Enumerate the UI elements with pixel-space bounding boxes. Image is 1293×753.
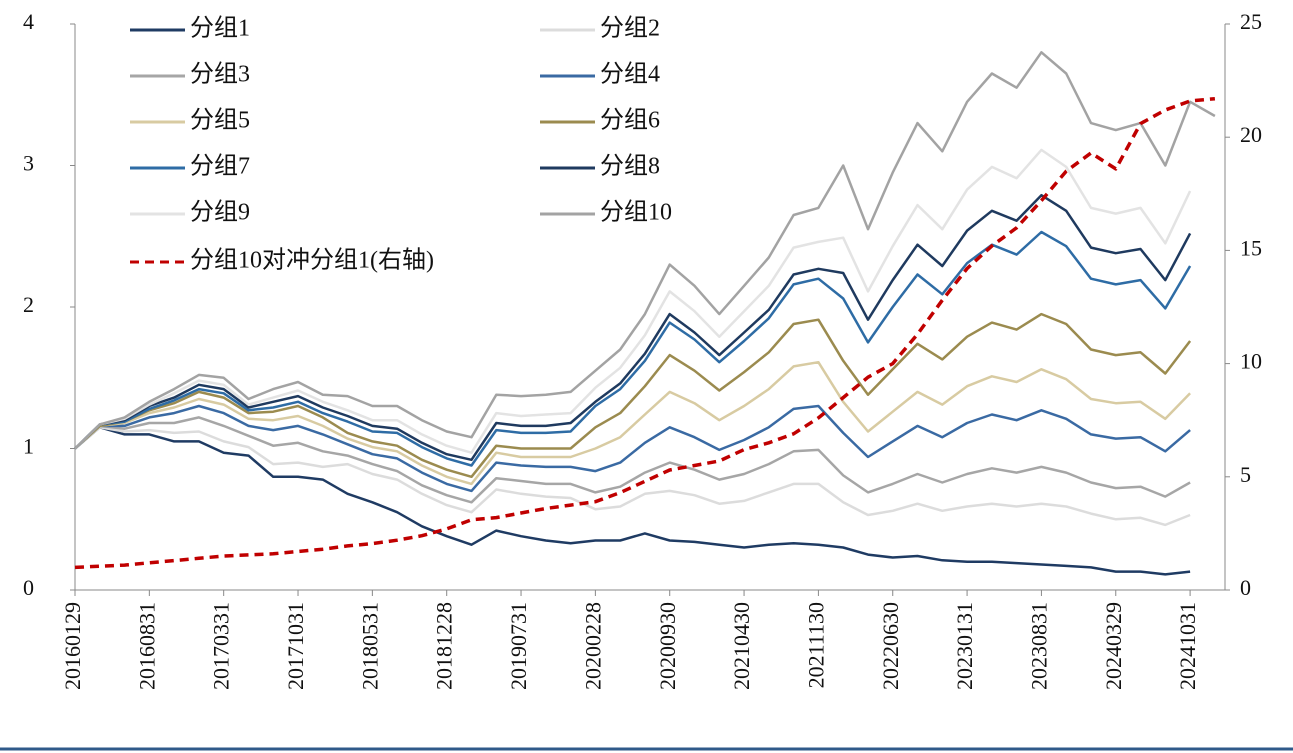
x-tick-label: 20241031 [1175,602,1200,690]
x-tick-label: 20180531 [357,602,382,690]
x-tick-label: 20171031 [283,602,308,690]
x-tick-label: 20181228 [432,602,457,690]
x-tick-label: 20210430 [729,602,754,690]
legend-label: 分组3 [190,61,250,88]
y-tick-label: 2 [23,292,34,317]
legend-label: 分组4 [600,61,660,88]
x-tick-label: 20230831 [1026,602,1051,690]
legend-label: 分组10对冲分组1(右轴) [190,247,434,274]
y2-tick-label: 0 [1240,575,1251,600]
series-line [74,51,1216,450]
y-tick-label: 0 [23,575,34,600]
y2-tick-label: 10 [1240,349,1262,374]
series-line [74,404,1191,493]
legend-label: 分组9 [190,199,250,226]
series-line [74,360,1191,486]
series-line [74,416,1191,504]
x-tick-label: 20230131 [952,602,977,690]
x-tick-label: 20170331 [209,602,234,690]
series-line [74,148,1192,454]
y-tick-label: 3 [23,151,34,176]
x-tick-label: 20200930 [655,602,680,690]
legend-label: 分组1 [190,15,250,42]
x-tick-label: 20211130 [803,602,828,688]
y2-tick-label: 5 [1240,462,1251,487]
legend-label: 分组8 [600,153,660,180]
x-tick-label: 20190731 [506,602,531,690]
legend-label: 分组7 [190,153,250,180]
legend-label: 分组6 [600,107,660,134]
y2-tick-label: 15 [1240,235,1262,260]
series-line [74,230,1192,467]
x-tick-label: 20220630 [878,602,903,690]
series-line [74,96,1216,570]
x-tick-label: 20200228 [580,602,605,690]
legend-label: 分组5 [190,107,250,134]
series-line [74,193,1192,462]
y-tick-label: 4 [23,9,34,34]
legend-label: 分组2 [600,15,660,42]
y2-tick-label: 20 [1240,122,1262,147]
x-tick-label: 20160831 [134,602,159,690]
y2-tick-label: 25 [1240,9,1262,34]
x-tick-label: 20160129 [60,602,85,690]
series-line [74,426,1191,576]
x-tick-label: 20240329 [1101,602,1126,690]
legend-label: 分组10 [600,199,672,226]
series-line [74,426,1191,527]
y-tick-label: 1 [23,434,34,459]
series-line [74,312,1192,479]
